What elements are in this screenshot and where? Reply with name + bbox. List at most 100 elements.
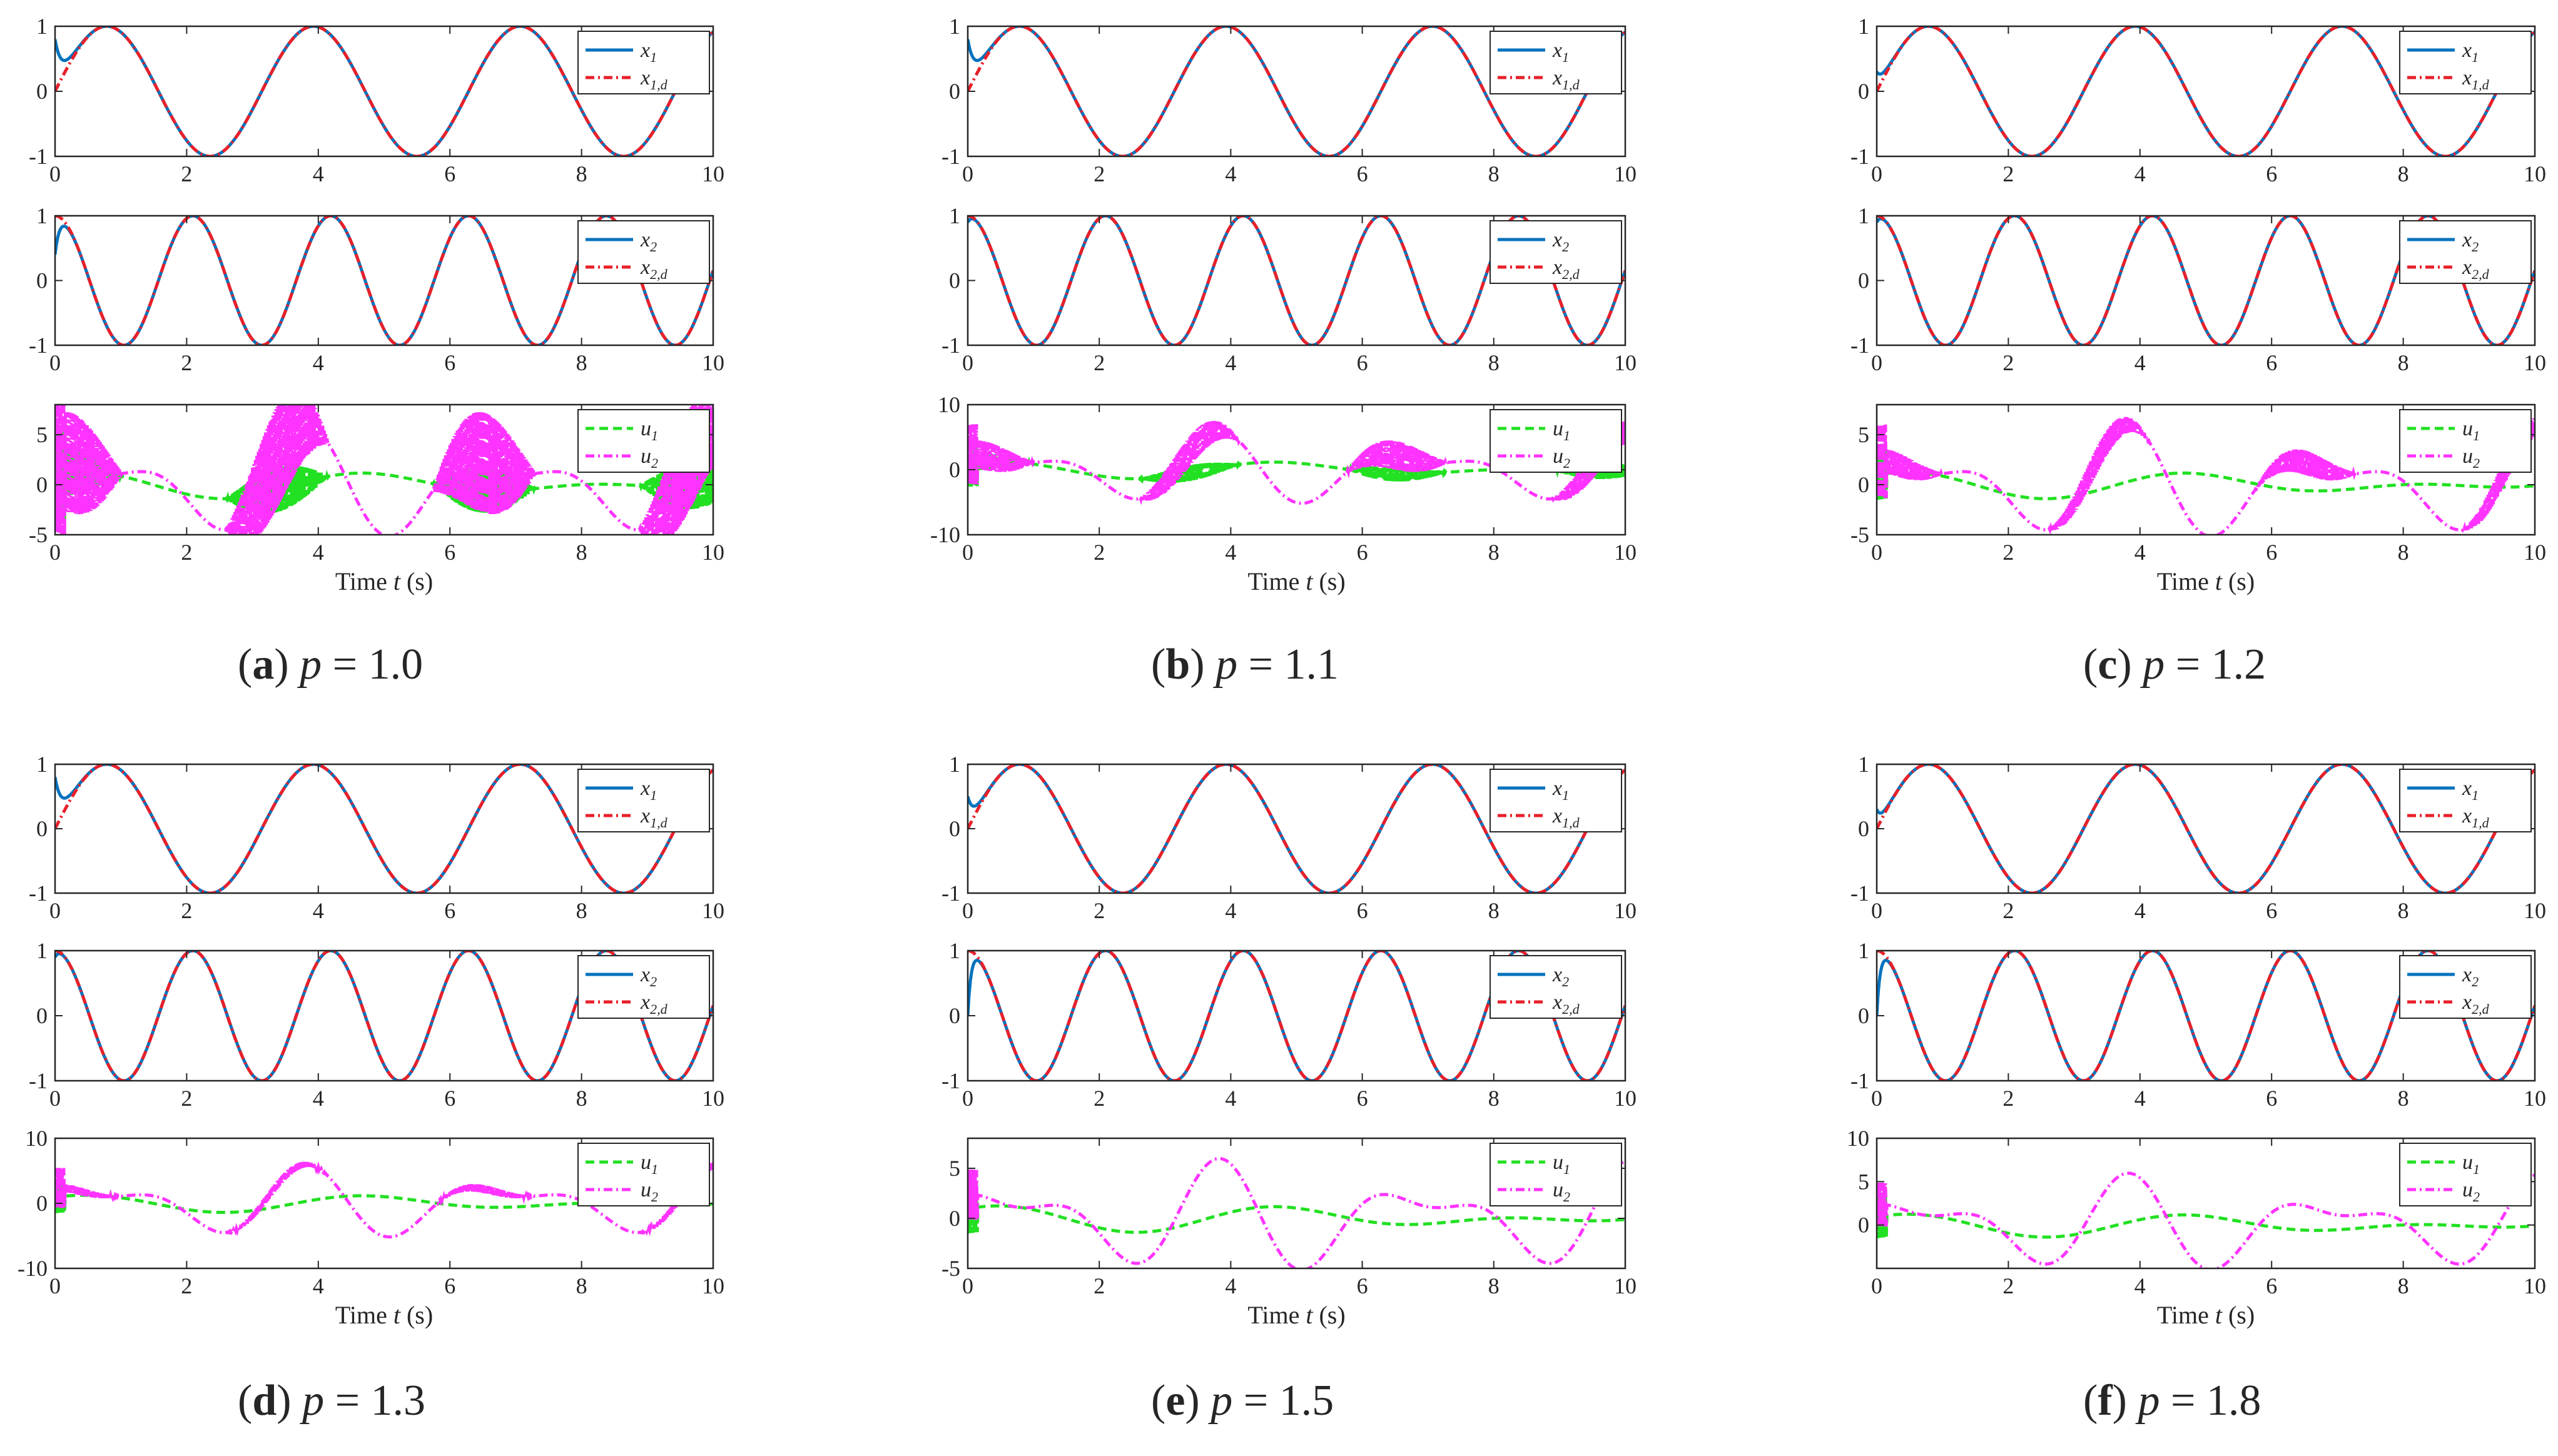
x-tick-label: 6 bbox=[1357, 540, 1368, 565]
series-u2 bbox=[968, 1156, 1625, 1268]
x-tick-label: 8 bbox=[2398, 161, 2409, 186]
x-tick-label: 0 bbox=[49, 161, 61, 186]
y-tick-label: 0 bbox=[36, 268, 48, 293]
y-tick-label: -1 bbox=[1850, 333, 1869, 358]
x-tick-label: 8 bbox=[1488, 1273, 1500, 1298]
x-tick-label: 4 bbox=[2134, 1273, 2146, 1298]
x-tick-label: 8 bbox=[1488, 1086, 1500, 1111]
x-tick-label: 2 bbox=[2002, 540, 2014, 565]
panel-caption: (c) p = 1.2 bbox=[2083, 640, 2266, 689]
x-tick-label: 2 bbox=[2002, 1273, 2014, 1298]
legend-label: u1 bbox=[2462, 417, 2480, 443]
x-tick-label: 10 bbox=[702, 540, 724, 565]
x-tick-label: 8 bbox=[576, 898, 587, 923]
series-u2 bbox=[1877, 1171, 2535, 1268]
y-tick-label: 10 bbox=[25, 1126, 48, 1151]
y-tick-label: -5 bbox=[29, 522, 48, 547]
x-tick-label: 0 bbox=[1871, 898, 1882, 923]
y-tick-label: 1 bbox=[36, 938, 48, 963]
y-tick-label: 1 bbox=[1858, 203, 1869, 228]
x-tick-label: 0 bbox=[962, 898, 973, 923]
y-tick-label: -1 bbox=[941, 333, 960, 358]
y-tick-label: 0 bbox=[36, 79, 48, 104]
y-tick-label: 0 bbox=[1858, 816, 1869, 841]
y-tick-label: 0 bbox=[949, 457, 960, 482]
x-tick-label: 2 bbox=[181, 161, 192, 186]
y-tick-label: -1 bbox=[29, 881, 48, 906]
series-x1d bbox=[968, 26, 1625, 156]
x-tick-label: 4 bbox=[313, 350, 324, 375]
y-tick-label: 5 bbox=[1858, 422, 1869, 447]
x-tick-label: 0 bbox=[1871, 1273, 1882, 1298]
y-tick-label: 5 bbox=[36, 422, 48, 447]
y-tick-label: -5 bbox=[941, 1256, 960, 1281]
axes-box bbox=[54, 403, 714, 536]
series-x1d bbox=[1877, 764, 2535, 893]
x-tick-label: 10 bbox=[1614, 350, 1637, 375]
x-tick-label: 6 bbox=[444, 898, 455, 923]
x-tick-label: 4 bbox=[1225, 350, 1236, 375]
x-tick-label: 10 bbox=[2524, 1086, 2546, 1111]
x-tick-label: 4 bbox=[1225, 161, 1236, 186]
y-tick-label: -1 bbox=[29, 1068, 48, 1093]
x-tick-label: 4 bbox=[313, 1273, 324, 1298]
series-x2d bbox=[968, 216, 1625, 345]
x-tick-label: 10 bbox=[1614, 898, 1637, 923]
legend-label: x1 bbox=[1552, 777, 1569, 803]
x-tick-label: 8 bbox=[576, 540, 587, 565]
y-tick-label: 0 bbox=[949, 79, 960, 104]
x-tick-label: 4 bbox=[2134, 898, 2146, 923]
x-tick-label: 2 bbox=[2002, 898, 2014, 923]
y-tick-label: 10 bbox=[1847, 1126, 1869, 1151]
x-tick-label: 10 bbox=[2524, 161, 2546, 186]
x-tick-label: 0 bbox=[1871, 350, 1882, 375]
x-tick-label: 6 bbox=[1357, 350, 1368, 375]
x-tick-label: 0 bbox=[49, 898, 61, 923]
x-tick-label: 6 bbox=[1357, 161, 1368, 186]
legend-label: x2,d bbox=[2462, 991, 2490, 1017]
x-tick-label: 10 bbox=[702, 898, 724, 923]
series-x1d bbox=[55, 764, 713, 893]
y-tick-label: 5 bbox=[949, 1156, 960, 1181]
y-tick-label: 5 bbox=[1858, 1169, 1869, 1194]
y-tick-label: 0 bbox=[1858, 472, 1869, 497]
x-tick-label: 8 bbox=[2398, 1086, 2409, 1111]
x-tick-label: 2 bbox=[1094, 350, 1105, 375]
x-tick-label: 8 bbox=[1488, 161, 1500, 186]
x-tick-label: 10 bbox=[1614, 1086, 1637, 1111]
x-axis-label: Time t (s) bbox=[2157, 567, 2255, 595]
x-tick-label: 10 bbox=[2524, 1273, 2546, 1298]
y-tick-label: 0 bbox=[36, 472, 48, 497]
x-tick-label: 0 bbox=[1871, 1086, 1882, 1111]
y-tick-label: -10 bbox=[18, 1256, 48, 1281]
y-tick-label: 0 bbox=[36, 1191, 48, 1216]
series-u2 bbox=[1877, 417, 2535, 535]
y-tick-label: -1 bbox=[29, 333, 48, 358]
x-axis-label: Time t (s) bbox=[2157, 1301, 2255, 1329]
x-tick-label: 4 bbox=[2134, 350, 2146, 375]
x-tick-label: 0 bbox=[49, 350, 61, 375]
x-tick-label: 2 bbox=[2002, 1086, 2014, 1111]
x-tick-label: 0 bbox=[962, 1273, 973, 1298]
